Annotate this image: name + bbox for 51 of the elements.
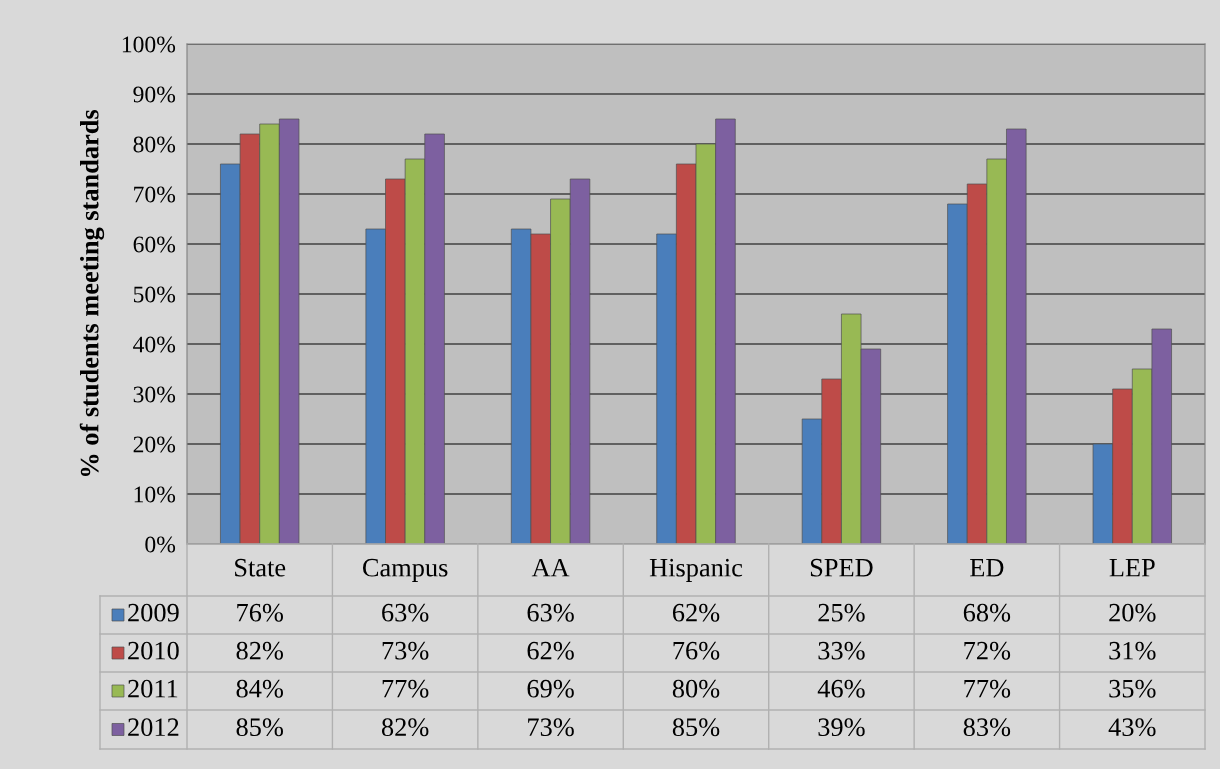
y-tick-label: 60% — [133, 236, 176, 253]
y-tick-label: 20% — [133, 436, 176, 453]
data-label: 83% — [963, 718, 1011, 737]
legend-label: 2010 — [128, 641, 179, 660]
y-axis-title: % of students meeting standards — [79, 109, 105, 477]
y-tick-label: 100% — [122, 36, 176, 53]
data-label: 73% — [528, 718, 574, 737]
data-label: 80% — [672, 679, 720, 698]
data-label: 69% — [527, 679, 574, 698]
y-tick-label: 70% — [134, 186, 176, 203]
data-label: 82% — [381, 718, 429, 737]
x-tick-label: Hispanic — [649, 558, 743, 582]
x-tick-label: LEP — [1109, 559, 1155, 577]
data-label: 33% — [818, 641, 865, 660]
data-label: 25% — [818, 603, 865, 622]
legend-label: 2011 — [128, 679, 178, 698]
data-label: 43% — [1108, 718, 1156, 737]
data-label: 76% — [237, 603, 283, 622]
x-tick-label: Campus — [362, 558, 448, 582]
data-label: 73% — [382, 641, 429, 660]
x-tick-label: State — [235, 558, 286, 577]
y-tick-label: 0% — [145, 536, 176, 553]
y-tick-label: 30% — [133, 386, 176, 403]
y-tick-label: 90% — [133, 86, 176, 103]
data-label: 82% — [236, 641, 283, 660]
data-label: 46% — [817, 679, 865, 698]
data-label: 68% — [963, 603, 1011, 622]
data-label: 77% — [382, 679, 429, 698]
data-label: 85% — [236, 718, 283, 737]
data-label: 63% — [527, 603, 574, 622]
data-label: 35% — [1109, 679, 1156, 698]
y-tick-label: 80% — [133, 136, 176, 153]
data-label: 72% — [964, 641, 1011, 660]
data-label: 63% — [382, 603, 429, 622]
data-label: 20% — [1109, 603, 1156, 622]
y-tick-label: 40% — [133, 336, 176, 353]
y-tick-label: 50% — [133, 286, 176, 303]
data-label: 31% — [1109, 641, 1156, 660]
x-tick-label: SPED — [810, 558, 873, 577]
x-tick-label: AA — [531, 558, 570, 577]
legend-label: 2009 — [128, 603, 179, 622]
data-label: 84% — [236, 679, 283, 698]
x-tick-label: ED — [970, 559, 1004, 577]
data-label: 85% — [672, 718, 720, 737]
legend-label: 2012 — [128, 718, 179, 737]
data-label: 39% — [818, 718, 865, 737]
data-label: 62% — [527, 641, 574, 660]
data-label: 77% — [964, 679, 1011, 698]
y-tick-label: 10% — [134, 486, 176, 503]
data-label: 76% — [673, 641, 720, 660]
data-label: 62% — [672, 603, 720, 622]
